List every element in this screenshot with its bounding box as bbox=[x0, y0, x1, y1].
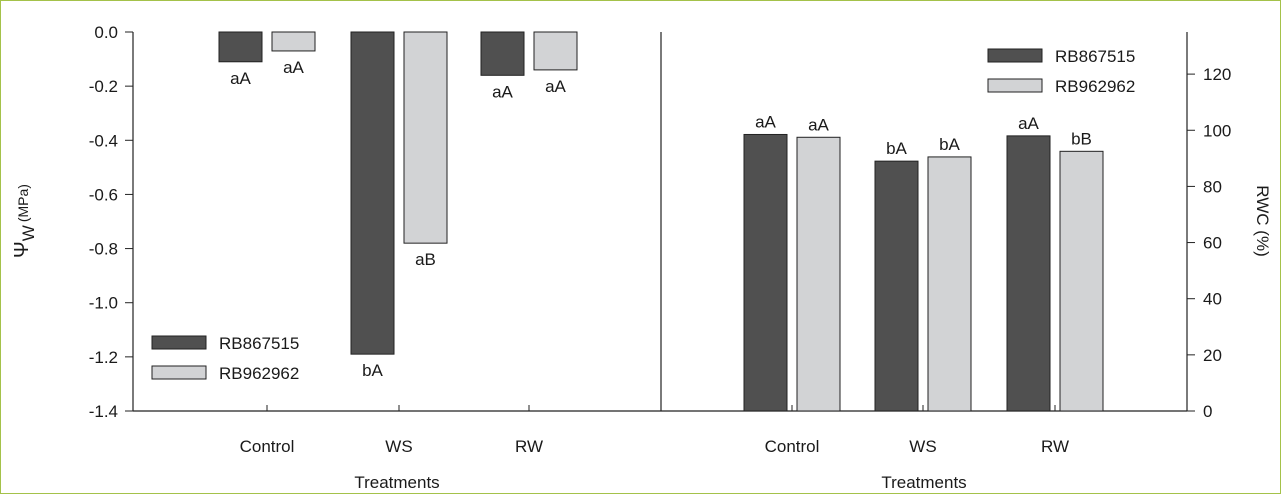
left-bar-label: aA bbox=[230, 69, 251, 88]
left-y-tick-label: -1.2 bbox=[89, 348, 118, 367]
left-y-ticks: 0.0 -0.2 -0.4 -0.6 -0.8 -1.0 -1.2 -1.4 bbox=[89, 23, 133, 421]
right-legend-label-1: RB867515 bbox=[1055, 47, 1135, 66]
right-legend-swatch-2 bbox=[987, 78, 1043, 93]
left-x-category-label: RW bbox=[515, 437, 543, 456]
left-y-tick-label: 0.0 bbox=[94, 23, 118, 42]
right-y-tick-label: 20 bbox=[1203, 346, 1222, 365]
left-y-tick-label: -0.2 bbox=[89, 77, 118, 96]
left-y-tick-label: -0.8 bbox=[89, 240, 118, 259]
left-bar bbox=[480, 31, 525, 76]
right-y-tick-label: 0 bbox=[1203, 402, 1212, 421]
x-category-labels: Control WS RW Control WS RW bbox=[240, 437, 1069, 456]
left-y-tick-label: -0.6 bbox=[89, 185, 118, 204]
left-bars: aA bA aA aA aB aA bbox=[218, 31, 578, 411]
right-bar-label: bB bbox=[1071, 129, 1092, 148]
left-bar bbox=[533, 31, 578, 71]
right-y-ticks: 0 20 40 60 80 100 120 bbox=[1187, 65, 1231, 421]
left-bar bbox=[403, 31, 448, 244]
left-y-axis-title: ΨW (MPa) bbox=[11, 184, 38, 258]
left-bar-label: bA bbox=[362, 361, 383, 380]
left-bar-label: aB bbox=[415, 250, 436, 269]
left-bar-label: aA bbox=[545, 77, 566, 96]
right-y-tick-label: 40 bbox=[1203, 290, 1222, 309]
right-x-category-label: WS bbox=[909, 437, 936, 456]
right-bar-label: aA bbox=[1018, 114, 1039, 133]
right-bar-label: bA bbox=[939, 135, 960, 154]
psi-symbol: Ψ bbox=[11, 241, 33, 258]
right-bar-label: aA bbox=[808, 115, 829, 134]
psi-unit: (MPa) bbox=[15, 184, 31, 222]
left-y-tick-label: -0.4 bbox=[89, 131, 118, 150]
right-legend-swatch-1 bbox=[987, 48, 1043, 63]
right-bar bbox=[1059, 150, 1104, 412]
right-x-category-label: RW bbox=[1041, 437, 1069, 456]
right-legend-label-2: RB962962 bbox=[1055, 77, 1135, 96]
left-legend-swatch-1 bbox=[151, 335, 207, 350]
left-bar-label: aA bbox=[492, 82, 513, 101]
right-y-tick-label: 120 bbox=[1203, 65, 1231, 84]
left-legend-label-1: RB867515 bbox=[219, 334, 299, 353]
right-bar bbox=[743, 133, 788, 412]
left-bar bbox=[218, 31, 263, 63]
right-bar bbox=[796, 136, 841, 412]
left-y-tick-label: -1.0 bbox=[89, 294, 118, 313]
right-bar bbox=[927, 156, 972, 412]
psi-subscript: W bbox=[19, 225, 38, 241]
left-legend-label-2: RB962962 bbox=[219, 364, 299, 383]
right-x-axis-title: Treatments bbox=[881, 473, 966, 492]
left-bar-label: aA bbox=[283, 58, 304, 77]
left-legend: RB867515 RB962962 bbox=[151, 334, 299, 383]
right-bar-label: aA bbox=[755, 112, 776, 131]
right-bar bbox=[1006, 135, 1051, 412]
left-x-category-label: WS bbox=[385, 437, 412, 456]
right-x-category-label: Control bbox=[765, 437, 820, 456]
right-bar bbox=[874, 160, 919, 412]
left-bar bbox=[350, 31, 395, 355]
right-y-tick-label: 100 bbox=[1203, 121, 1231, 140]
left-x-category-label: Control bbox=[240, 437, 295, 456]
right-y-axis-title: RWC (%) bbox=[1253, 185, 1272, 256]
right-y-tick-label: 80 bbox=[1203, 177, 1222, 196]
right-bar-label: bA bbox=[886, 139, 907, 158]
left-x-axis-title: Treatments bbox=[354, 473, 439, 492]
left-bar bbox=[271, 31, 316, 52]
right-legend: RB867515 RB962962 bbox=[987, 47, 1135, 96]
right-y-tick-label: 60 bbox=[1203, 234, 1222, 253]
right-bars: aA bA aA aA bA bB bbox=[743, 112, 1104, 412]
left-legend-swatch-2 bbox=[151, 365, 207, 380]
left-y-tick-label: -1.4 bbox=[89, 402, 118, 421]
